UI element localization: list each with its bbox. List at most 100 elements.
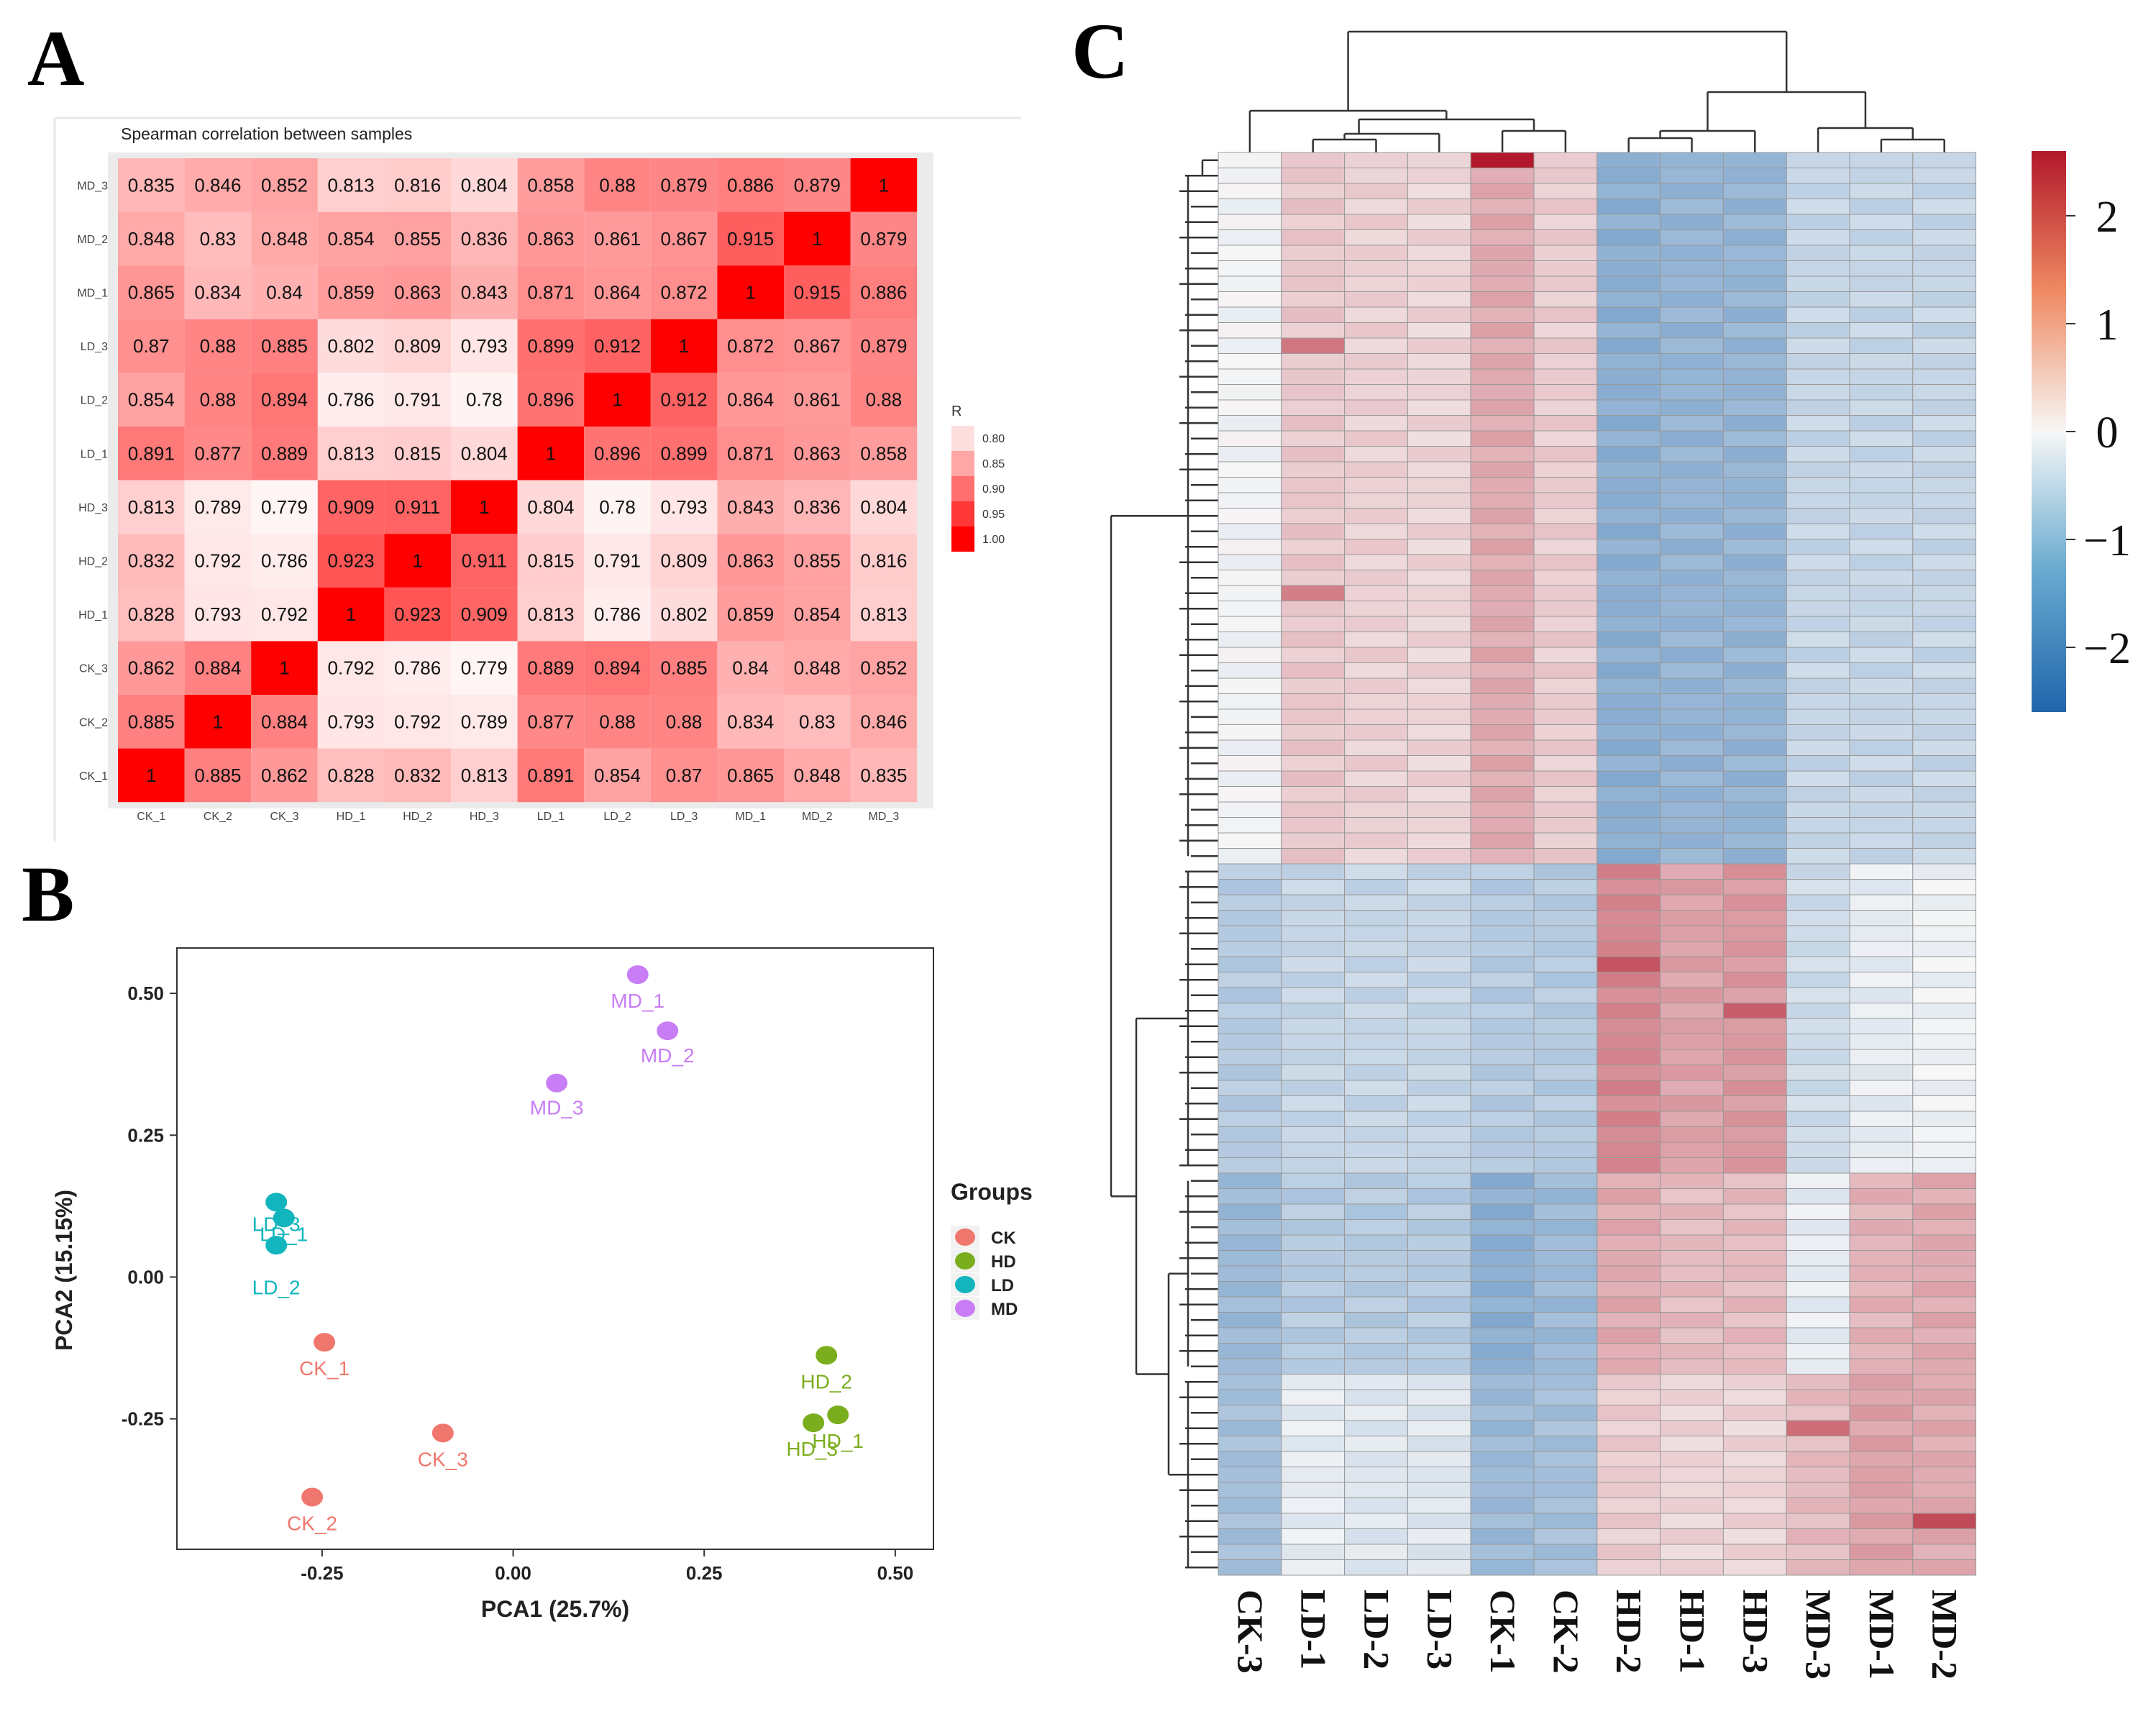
- heatmap-cell: [1533, 214, 1598, 230]
- heatmap-cell: [1344, 1080, 1408, 1096]
- heatmap-cell: [1912, 183, 1977, 199]
- heatmap-cell: [1407, 152, 1471, 168]
- correlation-col-label: LD_3: [670, 811, 698, 823]
- heatmap-cell: [1344, 1389, 1408, 1405]
- correlation-value: 0.84: [266, 282, 303, 304]
- heatmap-cell: [1849, 260, 1914, 277]
- heatmap-cell: [1470, 492, 1535, 509]
- heatmap-cell: [1533, 1111, 1598, 1127]
- heatmap-cell: [1786, 1203, 1850, 1220]
- correlation-cell: [118, 587, 185, 642]
- heatmap-cell: [1597, 430, 1661, 447]
- heatmap-cell: [1407, 492, 1471, 509]
- correlation-value: 0.911: [395, 496, 440, 518]
- heatmap-cell: [1722, 523, 1787, 539]
- heatmap-cell: [1912, 1049, 1977, 1065]
- heatmap-cell: [1533, 415, 1598, 432]
- heatmap-cell: [1533, 446, 1598, 462]
- heatmap-cell: [1849, 1405, 1914, 1421]
- heatmap-cell: [1912, 492, 1977, 509]
- heatmap-cell: [1912, 755, 1977, 772]
- heatmap-cell: [1344, 941, 1408, 957]
- heatmap-cell: [1407, 1343, 1471, 1359]
- heatmap-cell: [1344, 632, 1408, 648]
- correlation-value: 0.846: [860, 711, 907, 732]
- correlation-cell: [184, 587, 252, 642]
- heatmap-cell: [1407, 1528, 1471, 1545]
- heatmap-cell: [1597, 1544, 1661, 1560]
- correlation-row-label: LD_3: [81, 341, 108, 353]
- heatmap-cell: [1407, 662, 1471, 679]
- correlation-cell: [118, 211, 185, 266]
- heatmap-cell: [1281, 1451, 1346, 1467]
- correlation-cell: [251, 319, 318, 373]
- correlation-cell: [717, 480, 784, 534]
- heatmap-cell: [1533, 508, 1598, 524]
- correlation-value: 0.789: [461, 711, 508, 732]
- heatmap-cell: [1722, 1250, 1787, 1267]
- correlation-cell: [517, 319, 585, 373]
- heatmap-cell: [1218, 739, 1282, 756]
- heatmap-cell: [1786, 539, 1850, 555]
- heatmap-cell: [1281, 1126, 1346, 1143]
- heatmap-cell: [1849, 585, 1914, 601]
- heatmap-cell: [1407, 786, 1471, 803]
- heatmap-cell: [1470, 260, 1535, 277]
- correlation-value: 0.848: [794, 765, 841, 786]
- correlation-value: 0.915: [727, 228, 774, 250]
- heatmap-cell: [1722, 1374, 1787, 1390]
- heatmap-cell: [1281, 199, 1346, 215]
- correlation-cell: [384, 695, 451, 749]
- heatmap-cell: [1407, 430, 1471, 447]
- heatmap-cell: [1407, 322, 1471, 339]
- pca-point-hd-1: [827, 1405, 849, 1425]
- heatmap-cell: [1470, 368, 1535, 385]
- heatmap-cell: [1281, 894, 1346, 911]
- heatmap-cell: [1786, 492, 1850, 509]
- heatmap-cell: [1849, 817, 1914, 834]
- correlation-row-label: LD_1: [81, 448, 108, 460]
- heatmap-cell: [1344, 708, 1408, 725]
- pca-y-tick-label: 0.00: [127, 1266, 164, 1287]
- heatmap-cell: [1660, 755, 1724, 772]
- heatmap-cell: [1281, 477, 1346, 493]
- heatmap-cell: [1660, 1436, 1724, 1452]
- correlation-value: 0.889: [261, 442, 308, 464]
- heatmap-cell: [1597, 1436, 1661, 1452]
- heatmap-cell: [1407, 987, 1471, 1003]
- correlation-value: 0.792: [394, 711, 441, 732]
- heatmap-cell: [1660, 817, 1724, 834]
- heatmap-cell: [1407, 1265, 1471, 1282]
- heatmap-cell: [1660, 152, 1724, 168]
- correlation-value: 0.809: [394, 335, 441, 357]
- heatmap-cell: [1281, 801, 1346, 818]
- heatmap-cell: [1533, 1250, 1598, 1267]
- heatmap-cell: [1597, 1312, 1661, 1328]
- clustered-heatmap: CK-3 LD-1 LD-2 LD-3 CK-1 CK-2 HD-2 HD-1 HD-3 MD-3…: [1110, 30, 2131, 1679]
- correlation-cell: [717, 534, 784, 588]
- heatmap-cell: [1533, 1018, 1598, 1034]
- correlation-legend-tick: 0.90: [982, 483, 1005, 496]
- heatmap-cell: [1786, 1358, 1850, 1375]
- heatmap-cell: [1849, 601, 1914, 617]
- correlation-cell: [784, 748, 851, 803]
- heatmap-cell: [1660, 708, 1724, 725]
- heatmap-column-label: CK-2: [1546, 1590, 1586, 1674]
- heatmap-cell: [1597, 848, 1661, 865]
- heatmap-cell: [1281, 1389, 1346, 1405]
- heatmap-cell: [1470, 1451, 1535, 1467]
- heatmap-cell: [1470, 1498, 1535, 1514]
- heatmap-cell: [1786, 647, 1850, 663]
- correlation-cell: [584, 158, 651, 212]
- correlation-value: 0.886: [860, 282, 907, 304]
- correlation-cell: [384, 211, 451, 266]
- heatmap-cell: [1849, 291, 1914, 308]
- heatmap-cell: [1344, 523, 1408, 539]
- heatmap-cell: [1597, 1034, 1661, 1050]
- heatmap-cell: [1786, 801, 1850, 818]
- heatmap-cell: [1344, 229, 1408, 246]
- heatmap-cell: [1722, 152, 1787, 168]
- correlation-value: 0.832: [128, 550, 175, 572]
- heatmap-cell: [1470, 693, 1535, 710]
- heatmap-cell: [1597, 1374, 1661, 1390]
